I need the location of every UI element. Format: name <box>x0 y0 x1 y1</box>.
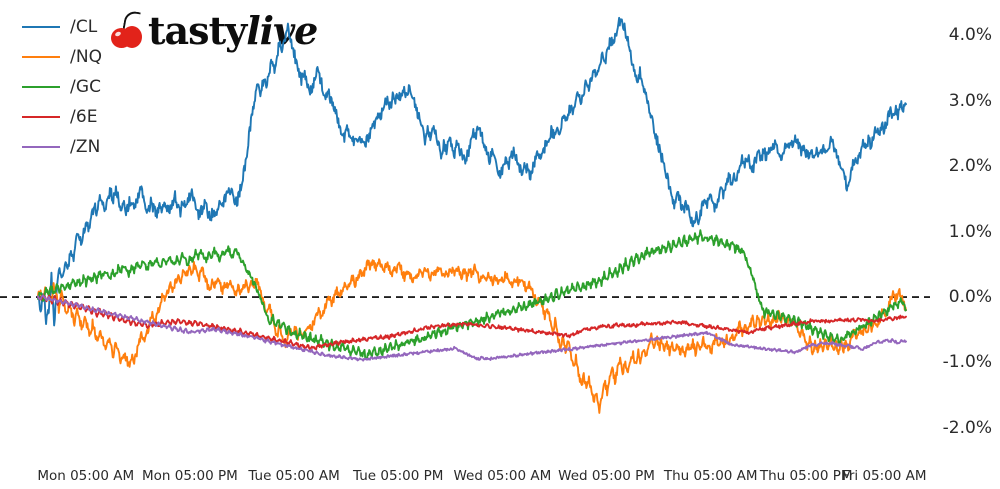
chart-svg <box>0 16 930 414</box>
y-axis-tick-label: 4.0% <box>948 25 992 46</box>
legend-item-label: /ZN <box>70 136 101 157</box>
x-axis-tick-label: Wed 05:00 PM <box>558 468 655 484</box>
x-axis-tick-label: Tue 05:00 PM <box>353 468 444 484</box>
x-axis-tick-label: Wed 05:00 AM <box>453 468 552 484</box>
legend-item-gc[interactable]: /GC <box>22 72 112 102</box>
y-axis-tick-label: -1.0% <box>942 352 992 373</box>
legend-color-swatch <box>22 146 60 148</box>
y-axis-tick-label: 2.0% <box>948 156 992 177</box>
y-axis: 4.0% 3.0% 2.0% 1.0% 0.0% -1.0% -2.0% <box>930 0 1000 460</box>
y-axis-tick-label: 3.0% <box>948 90 992 111</box>
x-axis: Mon 05:00 AM Mon 05:00 PM Tue 05:00 AM Tue … <box>0 462 930 489</box>
legend-item-nq[interactable]: /NQ <box>22 42 112 72</box>
legend-item-label: /GC <box>70 76 102 97</box>
brand-name-part1: tasty <box>148 8 247 53</box>
series-line-zn <box>37 294 907 362</box>
x-axis-tick-label: Tue 05:00 AM <box>248 468 340 484</box>
legend-color-swatch <box>22 116 60 118</box>
series-line-cl <box>37 16 907 327</box>
series-line-nq <box>37 258 907 414</box>
y-axis-tick-label: 0.0% <box>948 287 992 308</box>
y-axis-tick-label: 1.0% <box>948 221 992 242</box>
line-chart-plot-area <box>0 16 930 414</box>
series-line-6e <box>37 294 907 351</box>
x-axis-tick-label: Mon 05:00 PM <box>142 468 238 484</box>
x-axis-tick-label: Mon 05:00 AM <box>37 468 135 484</box>
x-axis-tick-label: Fri 05:00 AM <box>842 468 927 484</box>
legend-color-swatch <box>22 86 60 88</box>
legend-item-label: /6E <box>70 106 98 127</box>
legend-item-label: /NQ <box>70 46 103 67</box>
series-line-gc <box>37 229 907 360</box>
x-axis-tick-label: Thu 05:00 AM <box>663 468 758 484</box>
legend-color-swatch <box>22 56 60 58</box>
legend-item-zn[interactable]: /ZN <box>22 132 112 162</box>
cherry-icon <box>108 9 148 51</box>
x-axis-tick-label: Thu 05:00 PM <box>759 468 853 484</box>
y-axis-tick-label: -2.0% <box>942 417 992 438</box>
legend-color-swatch <box>22 26 60 28</box>
legend-item-6e[interactable]: /6E <box>22 102 112 132</box>
cherry-berry-right <box>122 26 142 48</box>
legend-item-cl[interactable]: /CL <box>22 12 112 42</box>
chart-legend: /CL/NQ/GC/6E/ZN <box>22 12 112 162</box>
legend-item-label: /CL <box>70 16 98 37</box>
